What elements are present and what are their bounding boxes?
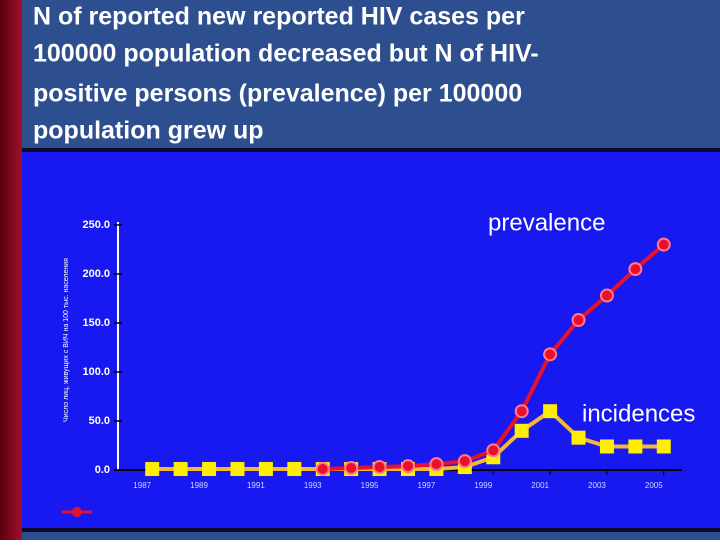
point <box>514 423 529 438</box>
point <box>287 462 302 477</box>
point <box>315 462 330 477</box>
point <box>599 439 614 454</box>
x-tick-label: 1993 <box>304 481 322 490</box>
x-tick-label: 1987 <box>133 481 151 490</box>
point <box>372 460 387 475</box>
point <box>258 462 273 477</box>
point <box>486 443 501 458</box>
x-tick-label: 1999 <box>474 481 492 490</box>
side-strip <box>0 0 22 540</box>
point <box>429 457 444 472</box>
series-annotation: prevalence <box>488 209 605 236</box>
x-tick-label: 1997 <box>418 481 436 490</box>
point <box>599 288 614 303</box>
title-line: population grew up <box>33 117 264 145</box>
chart-area <box>22 150 720 530</box>
point <box>656 439 671 454</box>
point <box>230 462 245 477</box>
title-line: 100000 population decreased but N of HIV… <box>33 40 539 68</box>
point <box>628 262 643 277</box>
point <box>145 462 160 477</box>
point <box>628 439 643 454</box>
x-tick-label: 1989 <box>190 481 208 490</box>
title-line: N of reported new reported HIV cases per <box>33 3 525 31</box>
divider <box>22 148 720 152</box>
series-annotation: incidences <box>582 400 695 427</box>
legend-marker <box>72 507 82 517</box>
point <box>571 430 586 445</box>
y-tick-label: 150.0 <box>82 317 110 329</box>
y-axis-label: Число лиц, живущих с ВИЧ на 100 тыс. нас… <box>63 258 70 422</box>
x-tick-label: 2005 <box>645 481 663 490</box>
point <box>514 404 529 419</box>
point <box>401 459 415 474</box>
x-tick-label: 1995 <box>361 481 379 490</box>
point <box>571 313 586 328</box>
x-tick-label: 1991 <box>247 481 265 490</box>
divider <box>22 528 720 532</box>
title-line: positive persons (prevalence) per 100000 <box>33 80 522 108</box>
point <box>173 462 188 477</box>
x-tick-label: 2001 <box>531 481 549 490</box>
x-tick-label: 2003 <box>588 481 606 490</box>
point <box>543 404 558 419</box>
point <box>457 454 472 469</box>
y-tick-label: 50.0 <box>89 415 110 427</box>
point <box>543 347 558 362</box>
point <box>344 461 359 476</box>
y-tick-label: 200.0 <box>82 268 110 280</box>
point <box>202 462 217 477</box>
y-tick-label: 100.0 <box>82 366 110 378</box>
y-tick-label: 250.0 <box>82 219 110 231</box>
point <box>656 237 671 252</box>
y-tick-label: 0.0 <box>95 464 110 476</box>
